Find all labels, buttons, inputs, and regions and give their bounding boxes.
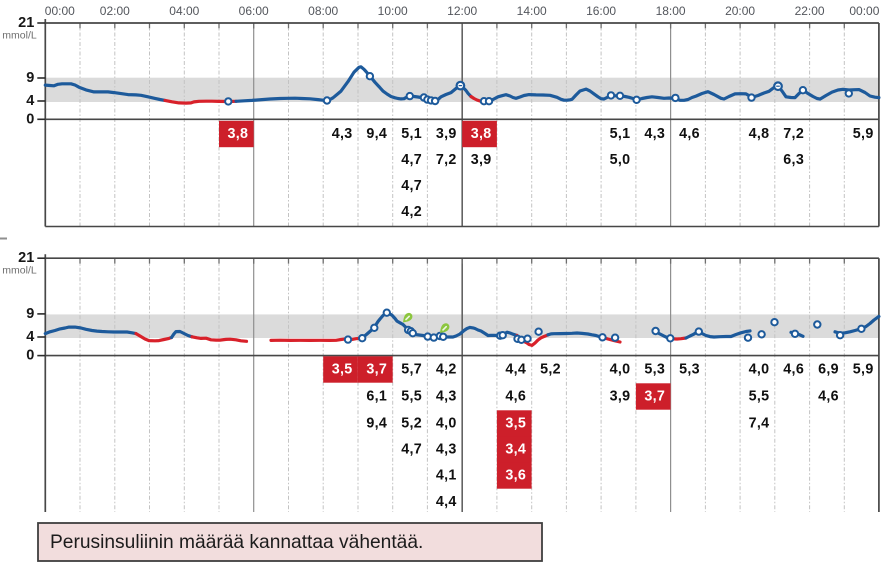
svg-text:04:00: 04:00 xyxy=(169,4,199,18)
svg-text:02:00: 02:00 xyxy=(100,4,130,18)
svg-text:0: 0 xyxy=(26,348,34,364)
svg-text:5,2: 5,2 xyxy=(401,416,422,432)
svg-text:6,9: 6,9 xyxy=(818,362,839,378)
svg-text:4,0: 4,0 xyxy=(749,362,770,378)
svg-text:9: 9 xyxy=(26,306,34,322)
svg-text:5,5: 5,5 xyxy=(749,389,770,405)
svg-text:9,4: 9,4 xyxy=(366,416,387,432)
svg-text:5,0: 5,0 xyxy=(610,152,631,168)
svg-text:5,3: 5,3 xyxy=(644,362,665,378)
svg-text:10:00: 10:00 xyxy=(378,4,408,18)
svg-text:3,7: 3,7 xyxy=(644,389,665,405)
svg-text:4,7: 4,7 xyxy=(401,442,422,458)
svg-text:5,1: 5,1 xyxy=(610,126,631,142)
svg-text:22:00: 22:00 xyxy=(795,4,825,18)
svg-text:4,4: 4,4 xyxy=(436,494,457,510)
svg-text:18:00: 18:00 xyxy=(656,4,686,18)
svg-text:4,0: 4,0 xyxy=(436,416,457,432)
svg-text:4,2: 4,2 xyxy=(436,362,457,378)
svg-text:4: 4 xyxy=(26,93,34,109)
svg-text:4,3: 4,3 xyxy=(332,126,353,142)
svg-text:7,2: 7,2 xyxy=(783,126,804,142)
svg-text:3,6: 3,6 xyxy=(505,468,526,484)
svg-text:00:00: 00:00 xyxy=(45,4,75,18)
svg-text:5,5: 5,5 xyxy=(401,389,422,405)
svg-text:4,1: 4,1 xyxy=(436,468,457,484)
svg-text:6,3: 6,3 xyxy=(783,152,804,168)
svg-text:14:00: 14:00 xyxy=(517,4,547,18)
svg-text:4,6: 4,6 xyxy=(679,126,700,142)
svg-text:3,8: 3,8 xyxy=(471,126,492,142)
svg-text:5,2: 5,2 xyxy=(540,362,561,378)
svg-text:3,9: 3,9 xyxy=(436,126,457,142)
svg-text:5,7: 5,7 xyxy=(401,362,422,378)
svg-text:06:00: 06:00 xyxy=(239,4,269,18)
svg-text:3,5: 3,5 xyxy=(505,416,526,432)
svg-text:mmol/L: mmol/L xyxy=(2,265,37,277)
svg-text:mmol/L: mmol/L xyxy=(2,29,37,41)
svg-text:4,3: 4,3 xyxy=(644,126,665,142)
svg-text:4,3: 4,3 xyxy=(436,389,457,405)
svg-text:4: 4 xyxy=(26,329,34,345)
svg-text:6,1: 6,1 xyxy=(366,389,387,405)
svg-text:4,0: 4,0 xyxy=(610,362,631,378)
svg-text:5,9: 5,9 xyxy=(853,126,874,142)
svg-text:7,4: 7,4 xyxy=(749,416,770,432)
svg-text:4,3: 4,3 xyxy=(436,442,457,458)
svg-text:20:00: 20:00 xyxy=(725,4,755,18)
svg-text:4,8: 4,8 xyxy=(749,126,770,142)
svg-text:4,4: 4,4 xyxy=(505,362,526,378)
svg-text:7,2: 7,2 xyxy=(436,152,457,168)
svg-text:5,1: 5,1 xyxy=(401,126,422,142)
svg-text:12:00: 12:00 xyxy=(447,4,477,18)
svg-text:3,9: 3,9 xyxy=(610,389,631,405)
svg-text:3,7: 3,7 xyxy=(366,362,387,378)
svg-text:4,6: 4,6 xyxy=(783,362,804,378)
svg-text:21: 21 xyxy=(18,250,34,266)
svg-text:16:00: 16:00 xyxy=(586,4,616,18)
svg-text:9,4: 9,4 xyxy=(366,126,387,142)
svg-text:4,2: 4,2 xyxy=(401,204,422,220)
svg-text:21: 21 xyxy=(18,15,34,31)
svg-text:3,5: 3,5 xyxy=(332,362,353,378)
svg-text:4,6: 4,6 xyxy=(505,389,526,405)
svg-text:0: 0 xyxy=(26,111,34,127)
svg-text:3,8: 3,8 xyxy=(228,126,249,142)
svg-text:4,6: 4,6 xyxy=(818,389,839,405)
svg-text:9: 9 xyxy=(26,70,34,86)
svg-text:4,7: 4,7 xyxy=(401,152,422,168)
svg-text:3,9: 3,9 xyxy=(471,152,492,168)
svg-text:Perusinsuliinin määrää kannatt: Perusinsuliinin määrää kannattaa vähentä… xyxy=(50,532,423,553)
svg-text:5,3: 5,3 xyxy=(679,362,700,378)
svg-text:5,9: 5,9 xyxy=(853,362,874,378)
svg-text:4,7: 4,7 xyxy=(401,178,422,194)
svg-text:3,4: 3,4 xyxy=(505,442,526,458)
svg-text:08:00: 08:00 xyxy=(308,4,338,18)
svg-text:00:00: 00:00 xyxy=(849,4,879,18)
